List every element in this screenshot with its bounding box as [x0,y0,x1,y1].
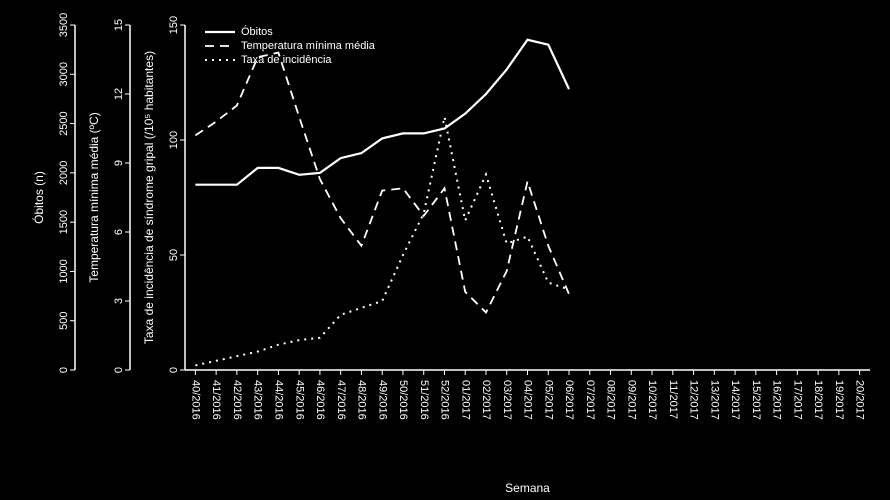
svg-text:52/2016: 52/2016 [439,380,451,420]
svg-text:13/2017: 13/2017 [708,380,720,420]
svg-text:01/2017: 01/2017 [459,380,471,420]
series-temperatura-m-nima-m-dia [195,53,569,313]
svg-text:500: 500 [58,312,70,330]
svg-text:43/2016: 43/2016 [252,380,264,420]
svg-text:15: 15 [113,19,125,31]
svg-text:44/2016: 44/2016 [273,380,285,420]
svg-text:18/2017: 18/2017 [812,380,824,420]
legend-label: Taxa de incidência [241,54,332,66]
chart-container: 050100150Taxa de incidência de síndrome … [0,0,890,500]
svg-text:19/2017: 19/2017 [833,380,845,420]
svg-text:50/2016: 50/2016 [397,380,409,420]
svg-text:08/2017: 08/2017 [605,380,617,420]
svg-text:1500: 1500 [58,210,70,234]
svg-text:Temperatura mínima média (ºC): Temperatura mínima média (ºC) [87,112,101,282]
svg-text:17/2017: 17/2017 [791,380,803,420]
svg-text:47/2016: 47/2016 [335,380,347,420]
svg-text:04/2017: 04/2017 [522,380,534,420]
svg-text:6: 6 [113,229,125,235]
svg-text:10/2017: 10/2017 [646,380,658,420]
svg-text:50: 50 [168,249,180,261]
svg-text:16/2017: 16/2017 [771,380,783,420]
svg-text:Óbitos (n): Óbitos (n) [31,171,46,224]
svg-text:51/2016: 51/2016 [418,380,430,420]
chart-svg: 050100150Taxa de incidência de síndrome … [0,0,890,500]
svg-text:14/2017: 14/2017 [729,380,741,420]
svg-text:03/2017: 03/2017 [501,380,513,420]
svg-text:3500: 3500 [58,13,70,37]
svg-text:41/2016: 41/2016 [210,380,222,420]
svg-text:46/2016: 46/2016 [314,380,326,420]
svg-text:05/2017: 05/2017 [542,380,554,420]
svg-text:2000: 2000 [58,161,70,185]
svg-text:Semana: Semana [505,481,550,495]
svg-text:100: 100 [168,131,180,149]
svg-text:0: 0 [58,367,70,373]
svg-text:40/2016: 40/2016 [189,380,201,420]
svg-text:1000: 1000 [58,259,70,283]
svg-text:02/2017: 02/2017 [480,380,492,420]
svg-text:42/2016: 42/2016 [231,380,243,420]
svg-text:15/2017: 15/2017 [750,380,762,420]
svg-text:07/2017: 07/2017 [584,380,596,420]
svg-text:150: 150 [168,16,180,34]
svg-text:49/2016: 49/2016 [376,380,388,420]
legend-label: Temperatura mínima média [241,40,376,52]
svg-text:09/2017: 09/2017 [625,380,637,420]
svg-text:Taxa de incidência de síndrome: Taxa de incidência de síndrome gripal (/… [142,51,156,344]
svg-text:12: 12 [113,88,125,100]
svg-text:0: 0 [113,367,125,373]
svg-text:45/2016: 45/2016 [293,380,305,420]
svg-text:9: 9 [113,160,125,166]
svg-text:0: 0 [168,367,180,373]
legend-label: Óbitos [241,25,273,38]
svg-text:11/2017: 11/2017 [667,380,679,419]
svg-text:2500: 2500 [58,111,70,135]
svg-text:3: 3 [113,298,125,304]
svg-text:48/2016: 48/2016 [356,380,368,420]
svg-text:12/2017: 12/2017 [688,380,700,420]
svg-text:3000: 3000 [58,62,70,86]
svg-text:06/2017: 06/2017 [563,380,575,420]
svg-text:20/2017: 20/2017 [854,380,866,420]
